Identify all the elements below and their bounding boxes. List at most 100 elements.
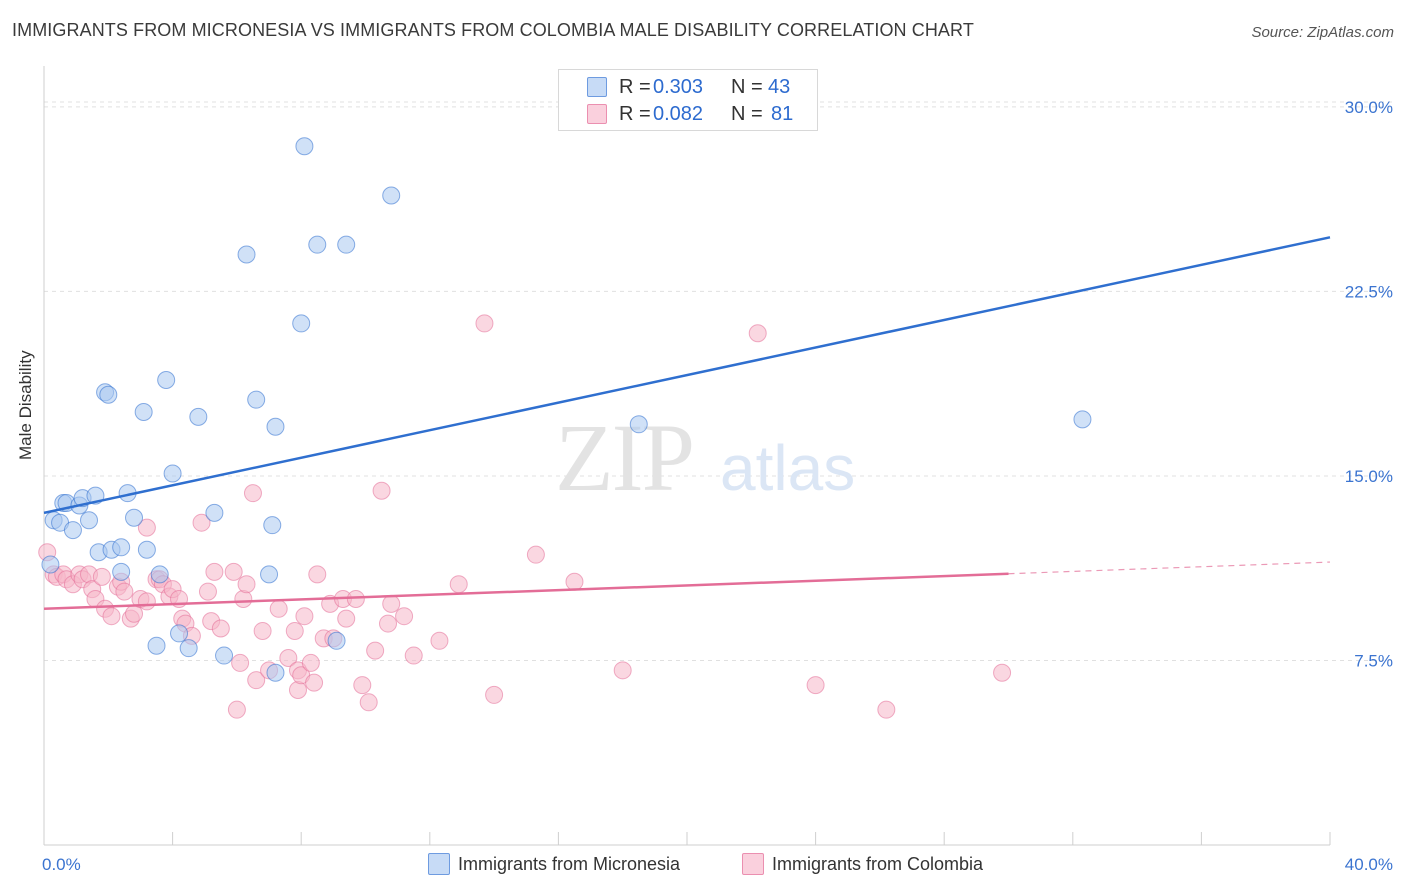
point-micronesia: [189, 407, 208, 426]
swatch-colombia: [587, 104, 607, 124]
point-micronesia: [63, 521, 82, 540]
axes: [43, 66, 1331, 846]
trend-line-colombia: [43, 572, 1009, 611]
r-label: R =: [619, 75, 651, 98]
n-value: 43: [768, 75, 791, 98]
point-micronesia: [247, 390, 266, 409]
tick-labels: 7.5% 15.0% 22.5% 30.0% 0.0% 40.0%: [42, 98, 1393, 874]
point-micronesia: [295, 137, 314, 156]
point-colombia: [748, 324, 767, 343]
point-micronesia: [215, 646, 234, 665]
point-colombia: [346, 589, 365, 608]
point-colombia: [288, 681, 307, 699]
watermark: ZIP atlas: [555, 404, 855, 511]
point-micronesia: [179, 639, 198, 658]
point-micronesia: [205, 503, 224, 522]
point-colombia: [308, 565, 327, 584]
point-colombia: [205, 562, 224, 581]
point-colombia: [234, 589, 253, 608]
x-tick-label: 40.0%: [1345, 855, 1393, 874]
point-colombia: [237, 575, 256, 594]
swatch-micronesia: [587, 77, 607, 97]
legend-item-colombia[interactable]: Immigrants from Colombia: [742, 852, 983, 876]
trend-lines: [43, 236, 1331, 611]
point-colombia: [102, 607, 121, 626]
point-colombia: [305, 673, 324, 692]
legend-item-micronesia[interactable]: Immigrants from Micronesia: [428, 852, 680, 876]
stats-legend: R = 0.303 N = 43 R = 0.082 N = 81: [558, 69, 818, 131]
point-colombia: [353, 676, 372, 695]
point-micronesia: [41, 555, 60, 574]
point-colombia: [449, 575, 468, 594]
point-micronesia: [157, 371, 176, 389]
point-colombia: [224, 562, 243, 581]
point-micronesia: [266, 417, 285, 436]
point-colombia: [877, 700, 896, 719]
point-colombia: [211, 619, 230, 638]
point-colombia: [198, 582, 217, 601]
point-colombia: [192, 513, 211, 532]
point-colombia: [301, 653, 320, 672]
point-colombia: [359, 693, 378, 712]
legend-swatch-colombia: [742, 853, 764, 875]
trend-line-micronesia: [43, 236, 1331, 515]
point-micronesia: [260, 565, 279, 584]
point-colombia: [366, 641, 385, 660]
point-micronesia: [163, 464, 182, 483]
y-tick-label: 22.5%: [1345, 282, 1393, 301]
point-micronesia: [134, 402, 153, 421]
n-value: 81: [771, 102, 794, 125]
point-colombia: [806, 676, 825, 695]
r-value: 0.303: [653, 75, 704, 98]
point-micronesia: [308, 235, 327, 254]
point-colombia: [231, 653, 250, 672]
point-micronesia: [263, 516, 282, 535]
point-micronesia: [125, 508, 144, 527]
point-micronesia: [382, 186, 401, 205]
point-micronesia: [112, 562, 131, 581]
source-label: Source: ZipAtlas.com: [1251, 24, 1394, 41]
point-colombia: [92, 567, 111, 586]
legend-label-colombia: Immigrants from Colombia: [772, 853, 984, 874]
watermark-zip: ZIP: [555, 404, 693, 511]
r-value: 0.082: [653, 102, 704, 125]
point-colombia: [247, 671, 266, 690]
point-colombia: [115, 582, 134, 601]
point-colombia: [137, 518, 156, 537]
point-colombia: [430, 631, 449, 650]
point-colombia: [279, 649, 298, 668]
point-micronesia: [266, 663, 285, 682]
watermark-atlas: atlas: [720, 432, 855, 504]
point-colombia: [382, 594, 401, 613]
point-colombia: [137, 592, 156, 611]
point-micronesia: [137, 540, 156, 559]
point-colombia: [269, 599, 288, 618]
point-micronesia: [292, 314, 311, 333]
point-colombia: [565, 572, 584, 591]
point-micronesia: [147, 636, 166, 655]
point-micronesia: [150, 565, 169, 584]
x-tick-label: 0.0%: [42, 855, 81, 874]
n-label: N =: [731, 102, 763, 125]
y-tick-label: 7.5%: [1354, 651, 1393, 670]
point-micronesia: [327, 631, 346, 650]
point-colombia: [227, 700, 246, 719]
y-axis-label: Male Disability: [16, 350, 35, 460]
point-micronesia: [237, 245, 256, 264]
trend-line-colombia-extrapolated: [1008, 561, 1331, 575]
point-micronesia: [1073, 410, 1092, 429]
r-label: R =: [619, 102, 651, 125]
point-micronesia: [112, 538, 131, 557]
point-micronesia: [629, 415, 648, 434]
legend-label-micronesia: Immigrants from Micronesia: [458, 853, 681, 874]
n-label: N =: [731, 75, 763, 98]
point-micronesia: [80, 511, 99, 530]
point-colombia: [395, 607, 414, 626]
data-points: [38, 97, 1092, 719]
y-tick-label: 30.0%: [1345, 98, 1393, 117]
point-colombia: [243, 484, 262, 503]
point-micronesia: [99, 385, 118, 404]
point-colombia: [372, 481, 391, 500]
legend-swatch-micronesia: [428, 853, 450, 875]
